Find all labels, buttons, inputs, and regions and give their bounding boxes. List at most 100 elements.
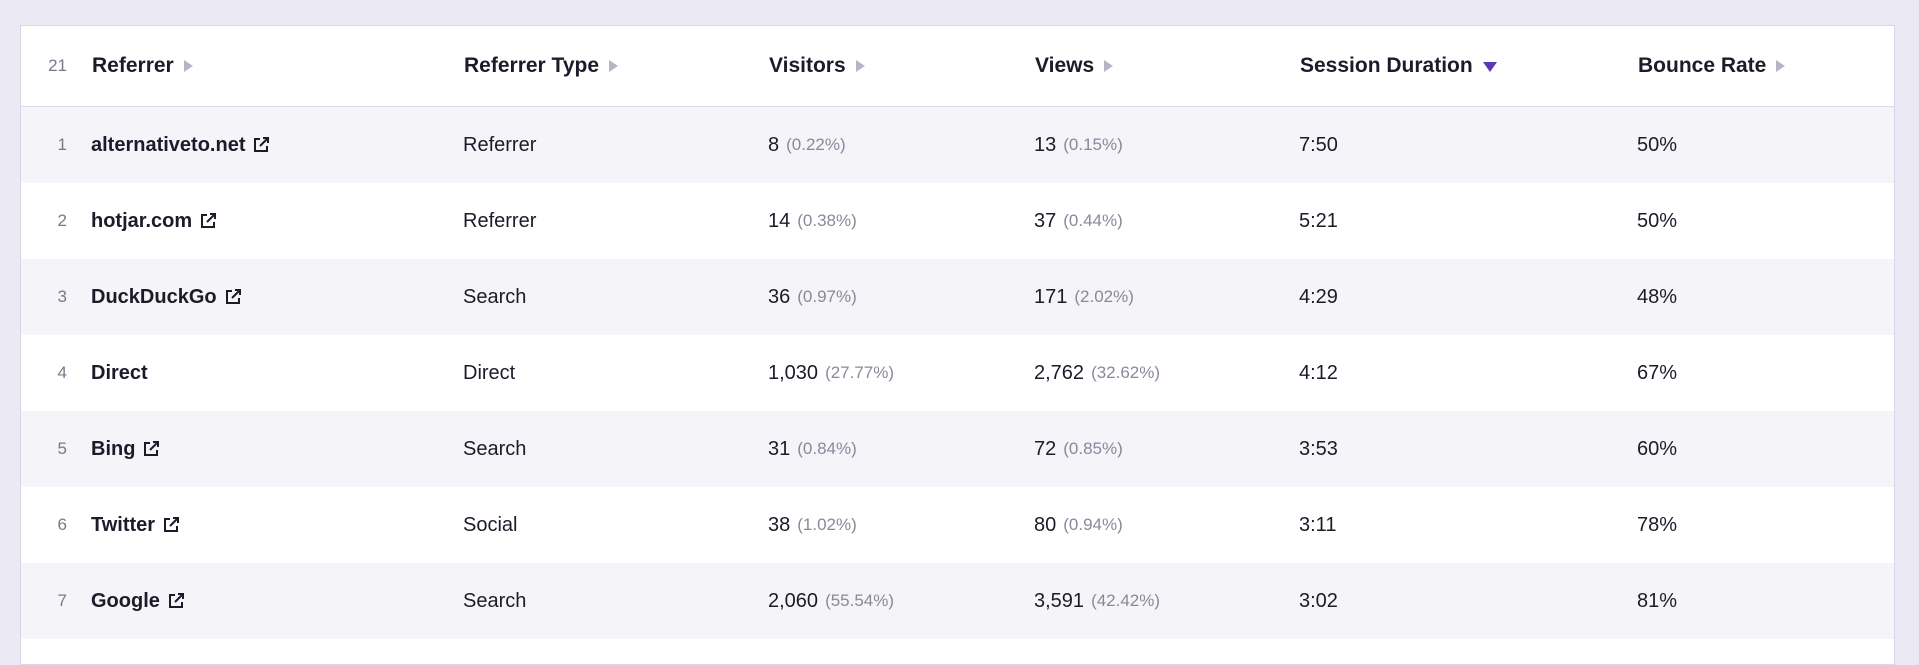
column-header-label: Referrer Type xyxy=(464,54,600,77)
referrer-cell: Twitter xyxy=(91,487,180,563)
sort-arrow-icon xyxy=(1776,60,1786,72)
referrer-link[interactable]: alternativeto.net xyxy=(91,133,246,156)
session-duration: 4:12 xyxy=(1299,361,1338,384)
visitors-value: 38 xyxy=(768,513,791,536)
referrer-type: Social xyxy=(463,513,518,536)
views-cell: 171 (2.02%) xyxy=(1034,259,1134,335)
session-duration: 7:50 xyxy=(1299,133,1338,156)
session-duration: 3:11 xyxy=(1299,513,1337,536)
views-percent: (2.02%) xyxy=(1074,287,1134,306)
row-index: 6 xyxy=(57,515,67,534)
visitors-value: 36 xyxy=(768,285,791,308)
referrer-link[interactable]: hotjar.com xyxy=(91,209,193,232)
views-value: 37 xyxy=(1034,209,1057,232)
sort-arrow-icon xyxy=(1104,60,1114,72)
visitors-percent: (0.22%) xyxy=(786,135,846,154)
column-header-referrer[interactable]: Referrer xyxy=(92,26,193,106)
visitors-value: 14 xyxy=(768,209,791,232)
bounce-rate: 60% xyxy=(1637,437,1678,460)
bounce-rate: 50% xyxy=(1637,209,1678,232)
external-link-icon[interactable] xyxy=(162,516,180,534)
visitors-value: 2,060 xyxy=(768,589,819,612)
referrer-cell: DuckDuckGo xyxy=(91,259,242,335)
visitors-percent: (1.02%) xyxy=(797,515,857,534)
visitors-percent: (0.84%) xyxy=(797,439,857,458)
visitors-cell: 31 (0.84%) xyxy=(768,411,857,487)
visitors-percent: (0.97%) xyxy=(797,287,857,306)
views-cell: 2,762 (32.62%) xyxy=(1034,335,1160,411)
sort-descending-icon xyxy=(1482,62,1497,72)
row-index: 7 xyxy=(57,591,67,610)
referrer-type: Search xyxy=(463,437,527,460)
column-header-session-duration[interactable]: Session Duration xyxy=(1300,26,1497,106)
column-header-label: Session Duration xyxy=(1300,54,1473,77)
referrer-link[interactable]: Twitter xyxy=(91,513,156,536)
views-percent: (42.42%) xyxy=(1091,591,1161,610)
referrer-link[interactable]: Bing xyxy=(91,437,136,460)
referrer-type: Direct xyxy=(463,361,516,384)
views-value: 13 xyxy=(1034,133,1057,156)
table-row: 2 hotjar.com Referrer 14 (0.38%) 37 (0.4… xyxy=(21,183,1894,259)
table-row: 7 Google Search 2,060 (55.54%) 3,591 (42… xyxy=(21,563,1894,639)
referrer-link[interactable]: DuckDuckGo xyxy=(91,285,217,308)
bounce-rate: 78% xyxy=(1637,513,1678,536)
column-header-referrer-type[interactable]: Referrer Type xyxy=(464,26,619,106)
external-link-icon[interactable] xyxy=(224,288,242,306)
views-value: 171 xyxy=(1034,285,1068,308)
referrer-cell: hotjar.com xyxy=(91,183,217,259)
column-header-label: Referrer xyxy=(92,54,174,77)
views-value: 2,762 xyxy=(1034,361,1085,384)
external-link-icon[interactable] xyxy=(199,212,217,230)
referrer-type: Referrer xyxy=(463,133,537,156)
session-duration: 4:29 xyxy=(1299,285,1338,308)
bounce-rate: 81% xyxy=(1637,589,1678,612)
referrer-link[interactable]: Google xyxy=(91,589,160,612)
column-header-label: Visitors xyxy=(769,54,846,77)
views-cell: 72 (0.85%) xyxy=(1034,411,1123,487)
row-count: 21 xyxy=(48,56,67,75)
visitors-percent: (55.54%) xyxy=(825,591,895,610)
session-duration: 3:02 xyxy=(1299,589,1338,612)
table-row: 1 alternativeto.net Referrer 8 (0.22%) 1… xyxy=(21,107,1894,183)
table-row: 4 Direct Direct 1,030 (27.77%) 2,762 (32… xyxy=(21,335,1894,411)
column-header-views[interactable]: Views xyxy=(1035,26,1114,106)
views-percent: (0.94%) xyxy=(1063,515,1123,534)
column-header-visitors[interactable]: Visitors xyxy=(769,26,865,106)
referrer-type: Search xyxy=(463,285,527,308)
views-value: 80 xyxy=(1034,513,1057,536)
session-duration: 5:21 xyxy=(1299,209,1338,232)
external-link-icon[interactable] xyxy=(167,592,185,610)
visitors-value: 31 xyxy=(768,437,791,460)
row-index: 1 xyxy=(57,135,67,154)
views-cell: 3,591 (42.42%) xyxy=(1034,563,1160,639)
referrer-cell: Bing xyxy=(91,411,160,487)
table-header: 21 Referrer Referrer Type Visitors Views… xyxy=(21,26,1894,107)
column-header-label: Bounce Rate xyxy=(1638,54,1767,77)
visitors-cell: 1,030 (27.77%) xyxy=(768,335,894,411)
visitors-value: 1,030 xyxy=(768,361,819,384)
referrer-type: Referrer xyxy=(463,209,537,232)
sort-arrow-icon xyxy=(855,60,865,72)
views-cell: 37 (0.44%) xyxy=(1034,183,1123,259)
column-header-label: Views xyxy=(1035,54,1095,77)
visitors-percent: (0.38%) xyxy=(797,211,857,230)
external-link-icon[interactable] xyxy=(142,440,160,458)
visitors-cell: 8 (0.22%) xyxy=(768,107,846,183)
referrer-type: Search xyxy=(463,589,527,612)
row-index: 2 xyxy=(57,211,67,230)
external-link-icon[interactable] xyxy=(252,136,270,154)
views-percent: (0.15%) xyxy=(1063,135,1123,154)
bounce-rate: 50% xyxy=(1637,133,1678,156)
visitors-cell: 14 (0.38%) xyxy=(768,183,857,259)
views-percent: (0.85%) xyxy=(1063,439,1123,458)
table-row: 3 DuckDuckGo Search 36 (0.97%) 171 (2.02… xyxy=(21,259,1894,335)
referrer-link[interactable]: Direct xyxy=(91,361,148,384)
referrer-cell: alternativeto.net xyxy=(91,107,270,183)
views-value: 3,591 xyxy=(1034,589,1085,612)
table-row: 5 Bing Search 31 (0.84%) 72 (0.85%) 3:53… xyxy=(21,411,1894,487)
row-index: 4 xyxy=(57,363,67,382)
views-percent: (32.62%) xyxy=(1091,363,1161,382)
table-row: 6 Twitter Social 38 (1.02%) 80 (0.94%) 3… xyxy=(21,487,1894,563)
visitors-cell: 38 (1.02%) xyxy=(768,487,857,563)
column-header-bounce-rate[interactable]: Bounce Rate xyxy=(1638,26,1786,106)
